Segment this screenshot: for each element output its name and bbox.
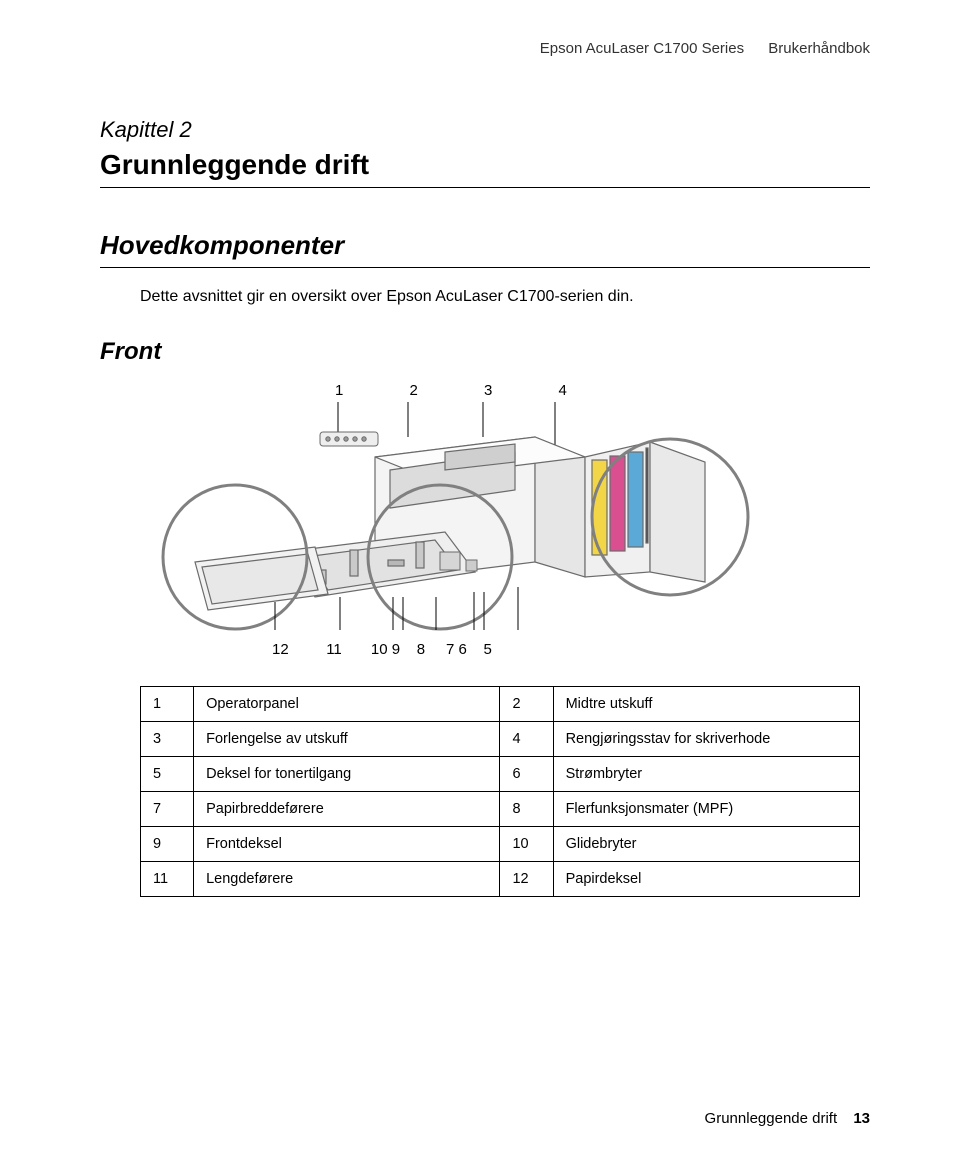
cell-label: Glidebryter: [553, 827, 859, 862]
header-doctype: Brukerhåndbok: [768, 40, 870, 57]
cell-num: 11: [141, 862, 194, 897]
running-header: Epson AcuLaser C1700 Series Brukerhåndbo…: [100, 40, 870, 57]
cell-num: 8: [500, 792, 553, 827]
table-row: 1 Operatorpanel 2 Midtre utskuff: [141, 687, 860, 722]
table-row: 7 Papirbreddeførere 8 Flerfunksjonsmater…: [141, 792, 860, 827]
chapter-title: Grunnleggende drift: [100, 149, 870, 188]
cell-num: 5: [141, 757, 194, 792]
cell-num: 3: [141, 722, 194, 757]
front-diagram: 1 2 3 4: [140, 378, 870, 658]
section-intro: Dette avsnittet gir en oversikt over Eps…: [140, 286, 870, 308]
table-row: 5 Deksel for tonertilgang 6 Strømbryter: [141, 757, 860, 792]
cell-label: Strømbryter: [553, 757, 859, 792]
cell-num: 2: [500, 687, 553, 722]
cell-num: 1: [141, 687, 194, 722]
callout-top-row: 1 2 3 4: [335, 382, 629, 399]
callout-3: 3: [484, 382, 492, 399]
cell-label: Deksel for tonertilgang: [194, 757, 500, 792]
section-title: Hovedkomponenter: [100, 230, 870, 268]
cell-label: Papirbreddeførere: [194, 792, 500, 827]
cell-label: Frontdeksel: [194, 827, 500, 862]
parts-table: 1 Operatorpanel 2 Midtre utskuff 3 Forle…: [140, 686, 860, 897]
footer-pagenum: 13: [853, 1110, 870, 1127]
callout-4: 4: [559, 382, 567, 399]
cell-num: 6: [500, 757, 553, 792]
table-row: 11 Lengdeførere 12 Papirdeksel: [141, 862, 860, 897]
cell-num: 4: [500, 722, 553, 757]
cell-num: 10: [500, 827, 553, 862]
printer-illustration: [140, 402, 780, 632]
cell-label: Flerfunksjonsmater (MPF): [553, 792, 859, 827]
table-row: 9 Frontdeksel 10 Glidebryter: [141, 827, 860, 862]
chapter-label: Kapittel 2: [100, 117, 870, 143]
cell-label: Lengdeførere: [194, 862, 500, 897]
cell-label: Rengjøringsstav for skriverhode: [553, 722, 859, 757]
cell-label: Operatorpanel: [194, 687, 500, 722]
cell-num: 12: [500, 862, 553, 897]
cell-num: 9: [141, 827, 194, 862]
cell-num: 7: [141, 792, 194, 827]
cell-label: Papirdeksel: [553, 862, 859, 897]
callout-2: 2: [410, 382, 418, 399]
header-product: Epson AcuLaser C1700 Series: [540, 40, 744, 57]
cell-label: Forlengelse av utskuff: [194, 722, 500, 757]
subsection-title: Front: [100, 338, 870, 366]
footer-section: Grunnleggende drift: [705, 1110, 838, 1127]
callout-bottom-row: 12 11 10 9 8 7 6 5: [272, 641, 492, 658]
table-row: 3 Forlengelse av utskuff 4 Rengjøringsst…: [141, 722, 860, 757]
callout-1: 1: [335, 382, 343, 399]
cell-label: Midtre utskuff: [553, 687, 859, 722]
page-footer: Grunnleggende drift 13: [705, 1110, 870, 1127]
